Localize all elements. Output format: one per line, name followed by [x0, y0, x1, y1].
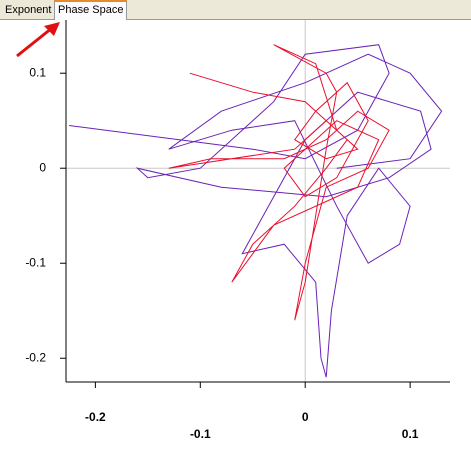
y-tick-label: -0.2	[25, 350, 46, 364]
arrow	[16, 22, 60, 58]
y-tick-label: -0.1	[25, 255, 46, 269]
y-tick-label: 0.1	[29, 65, 46, 79]
x-tick-label: 0.1	[402, 427, 419, 441]
tab-bar: Exponent Phase Space	[0, 0, 471, 20]
tab[interactable]: Exponent	[5, 4, 52, 16]
x-tick-label: -0.2	[85, 410, 106, 424]
tab-selected[interactable]: Phase Space	[54, 0, 128, 20]
x-tick-label: -0.1	[190, 427, 211, 441]
x-tick-label: 0	[302, 410, 309, 424]
trajectory	[168, 44, 390, 321]
trajectory	[69, 44, 443, 378]
y-tick-label: 0	[39, 160, 46, 174]
